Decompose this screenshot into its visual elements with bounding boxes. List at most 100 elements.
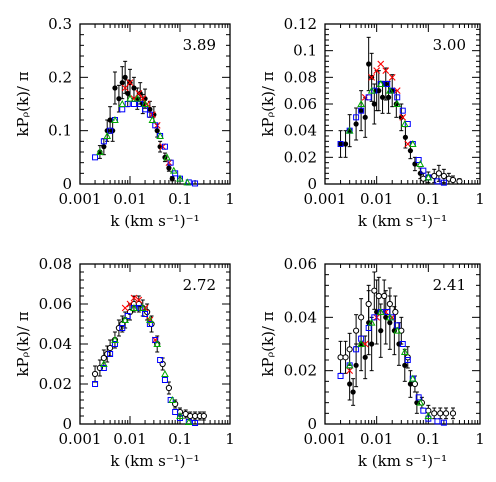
redshift-label: 2.41 bbox=[433, 276, 466, 294]
y-ticks bbox=[325, 23, 480, 185]
data-point bbox=[169, 166, 178, 174]
y-tick-label: 0.04 bbox=[284, 308, 317, 326]
data-point bbox=[365, 300, 372, 308]
x-ticks bbox=[79, 24, 229, 184]
data-point bbox=[384, 81, 391, 87]
data-point bbox=[376, 88, 382, 94]
x-tick-label: 1 bbox=[475, 190, 485, 208]
data-point bbox=[456, 178, 463, 185]
data-point bbox=[392, 308, 399, 316]
data-point bbox=[376, 79, 385, 87]
data-point bbox=[358, 108, 364, 114]
data-point bbox=[400, 347, 409, 355]
data-point bbox=[449, 410, 457, 417]
x-tick-label: 0.01 bbox=[360, 190, 393, 208]
data-point bbox=[337, 141, 344, 147]
data-point bbox=[346, 367, 354, 375]
x-tick-label: 1 bbox=[225, 430, 235, 448]
y-tick-label: 0 bbox=[62, 175, 72, 193]
data-point bbox=[121, 315, 129, 323]
series-3-cross bbox=[361, 60, 412, 148]
data-point bbox=[382, 67, 390, 75]
data-point bbox=[107, 127, 114, 134]
data-point bbox=[176, 174, 184, 182]
data-point bbox=[342, 141, 349, 147]
data-point bbox=[130, 303, 138, 311]
y-tick-label: 0.06 bbox=[284, 255, 317, 273]
panel-1: 0.001 0.01 0.1 1 0 0.1 0.2 0.3 k (km s⁻¹)⁻¹ kPᵨ(k… bbox=[14, 15, 235, 230]
plot-frame bbox=[79, 23, 231, 185]
panel-2: 0.001 0.01 0.1 1 0 0.02 0.04 0.06 0.08 0.1 0.12 k (… bbox=[259, 15, 485, 230]
x-ticks bbox=[79, 264, 229, 424]
data-point bbox=[362, 114, 368, 120]
data-point bbox=[431, 172, 438, 180]
data-point bbox=[435, 170, 442, 177]
series-2-open-circle bbox=[420, 164, 463, 185]
data-point bbox=[386, 86, 394, 94]
data-point bbox=[394, 94, 401, 101]
x-tick-label: 0.1 bbox=[168, 190, 192, 208]
data-point bbox=[420, 175, 427, 182]
y-tick-label: 0.02 bbox=[284, 148, 317, 166]
y-tick-label: 0.02 bbox=[39, 375, 72, 393]
data-point bbox=[373, 67, 381, 75]
data-point bbox=[345, 126, 354, 134]
data-point bbox=[161, 377, 168, 383]
data-point bbox=[353, 346, 360, 353]
data-point bbox=[399, 113, 407, 121]
data-point bbox=[415, 157, 422, 163]
data-point bbox=[379, 94, 386, 100]
x-tick-label: 0.1 bbox=[416, 190, 440, 208]
data-point bbox=[100, 359, 108, 367]
data-point bbox=[375, 292, 382, 300]
y-ticks bbox=[80, 23, 230, 185]
y-tick-label: 0.04 bbox=[39, 335, 72, 353]
data-point bbox=[141, 99, 149, 107]
y-tick-label: 0.12 bbox=[284, 15, 317, 33]
data-point bbox=[371, 287, 378, 294]
data-point bbox=[385, 94, 392, 100]
data-point bbox=[163, 153, 171, 161]
data-point bbox=[367, 318, 376, 326]
data-point bbox=[440, 419, 447, 426]
data-point bbox=[387, 320, 393, 326]
data-point bbox=[388, 73, 396, 81]
data-point bbox=[393, 326, 402, 334]
data-point bbox=[96, 147, 104, 155]
y-tick-label: 0.1 bbox=[48, 122, 72, 140]
data-point bbox=[119, 106, 126, 113]
plot-frame bbox=[324, 263, 481, 425]
data-point bbox=[404, 357, 411, 363]
data-point bbox=[393, 99, 402, 107]
data-point bbox=[135, 89, 143, 97]
data-point bbox=[440, 172, 447, 180]
data-point bbox=[407, 148, 414, 154]
data-point bbox=[358, 107, 365, 114]
data-point bbox=[420, 167, 427, 174]
data-point bbox=[367, 86, 376, 94]
data-point bbox=[407, 381, 414, 387]
x-axis-label: k (km s⁻¹)⁻¹ bbox=[358, 212, 447, 230]
redshift-label: 3.89 bbox=[183, 36, 216, 54]
data-point bbox=[371, 314, 378, 321]
data-point bbox=[437, 410, 444, 417]
data-point bbox=[121, 84, 129, 92]
data-point bbox=[112, 85, 118, 91]
data-point bbox=[377, 60, 385, 68]
x-tick-label: 1 bbox=[225, 190, 235, 208]
series-4-open-square bbox=[337, 309, 447, 426]
data-point bbox=[116, 96, 122, 102]
data-point bbox=[393, 87, 401, 95]
data-point bbox=[337, 141, 344, 147]
data-point bbox=[362, 354, 368, 360]
y-tick-label: 0 bbox=[62, 415, 72, 433]
data-point bbox=[350, 389, 356, 395]
series-5-open-triangle bbox=[345, 79, 433, 181]
data-point bbox=[119, 325, 126, 331]
y-axis-label: kPᵨ(k)/ π bbox=[14, 71, 32, 136]
data-point bbox=[118, 99, 127, 107]
data-point bbox=[381, 292, 388, 300]
data-point bbox=[337, 354, 344, 361]
data-point bbox=[399, 107, 406, 114]
data-point bbox=[126, 94, 134, 102]
